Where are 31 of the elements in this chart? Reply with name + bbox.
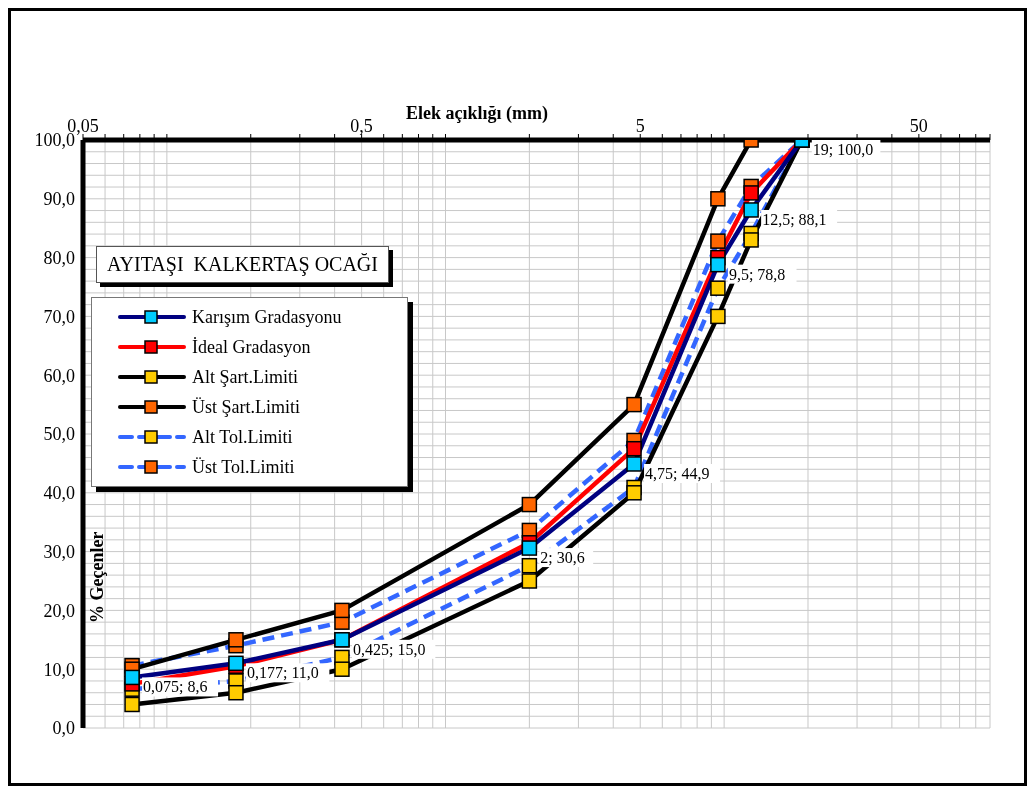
legend-label: Alt Şart.Limiti xyxy=(192,366,298,388)
y-tick-label: 30,0 xyxy=(43,541,75,562)
y-tick-label: 70,0 xyxy=(43,306,75,327)
data-label: 0,177; 11,0 xyxy=(246,664,319,682)
legend-label: İdeal Gradasyon xyxy=(192,336,311,358)
y-tick-label: 10,0 xyxy=(43,659,75,680)
y-tick-label: 50,0 xyxy=(43,424,75,445)
x-tick-label: 5 xyxy=(635,116,645,136)
legend-label: Üst Şart.Limiti xyxy=(192,396,300,418)
x-axis-title: Elek açıklığı (mm) xyxy=(406,103,548,124)
legend-label: Alt Tol.Limiti xyxy=(192,426,293,448)
y-tick-label: 0,0 xyxy=(52,718,75,739)
legend-label: Karışım Gradasyonu xyxy=(192,306,342,328)
y-tick-label: 90,0 xyxy=(43,189,75,210)
x-tick-label: 50 xyxy=(909,116,928,136)
y-tick-label: 40,0 xyxy=(43,483,75,504)
x-tick-label: 0,5 xyxy=(350,116,373,136)
y-tick-label: 80,0 xyxy=(43,247,75,268)
data-label: 0,075; 8,6 xyxy=(143,678,208,696)
legend-label: Üst Tol.Limiti xyxy=(192,456,295,478)
y-tick-label: 20,0 xyxy=(43,600,75,621)
text: AYITAŞI KALKERTAŞ OCAĞI xyxy=(96,246,389,283)
y-tick-label: 60,0 xyxy=(43,365,75,386)
data-label: 19; 100,0 xyxy=(812,141,874,158)
data-label: 9,5; 78,8 xyxy=(728,265,786,283)
data-label: 12,5; 88,1 xyxy=(762,210,827,228)
data-label: 0,425; 15,0 xyxy=(352,640,426,658)
data-label: 4,75; 44,9 xyxy=(645,464,710,482)
y-axis-title: % Geçenler xyxy=(87,531,108,623)
data-label: 2; 30,6 xyxy=(540,549,585,567)
x-tick-label: 0,05 xyxy=(67,116,99,136)
